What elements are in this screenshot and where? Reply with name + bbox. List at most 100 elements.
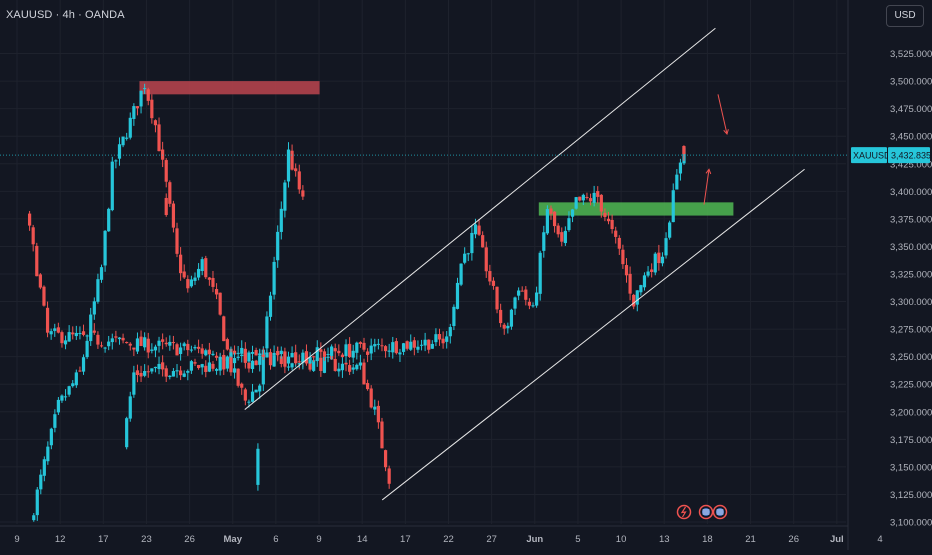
candle	[664, 238, 668, 256]
candle	[225, 339, 229, 350]
x-tick-label: 26	[184, 534, 195, 545]
candle	[200, 348, 204, 354]
candle	[186, 343, 190, 351]
currency-button[interactable]: USD	[886, 5, 924, 27]
candle	[63, 340, 68, 345]
candle	[315, 347, 319, 360]
candle	[534, 292, 539, 306]
candle	[92, 301, 96, 315]
candle	[319, 357, 323, 372]
candle	[74, 372, 78, 386]
candle	[286, 356, 291, 364]
candle	[146, 89, 150, 101]
candle	[103, 347, 107, 349]
candle	[308, 361, 312, 370]
candle	[128, 396, 132, 419]
x-tick-label: 17	[98, 534, 109, 545]
candle	[509, 309, 514, 327]
candle	[423, 339, 427, 346]
candle	[286, 149, 291, 182]
candle	[250, 391, 255, 402]
candle	[642, 275, 647, 288]
candle	[60, 332, 64, 344]
candle	[387, 350, 391, 352]
candle	[358, 362, 363, 366]
candle	[279, 208, 283, 232]
candle	[488, 271, 492, 282]
candle	[312, 356, 316, 358]
candle	[387, 468, 391, 484]
candle	[42, 286, 46, 306]
candle	[585, 196, 589, 198]
candle	[301, 190, 305, 197]
x-tick-label: 9	[14, 534, 19, 545]
candle	[524, 289, 528, 300]
x-tick-label: 10	[616, 534, 627, 545]
candle	[196, 346, 201, 349]
candle	[520, 290, 524, 292]
candle	[549, 208, 553, 214]
candle	[96, 334, 100, 345]
candle	[139, 90, 143, 107]
candle	[128, 343, 132, 346]
candle	[463, 253, 467, 263]
candle	[164, 342, 168, 345]
candle	[193, 277, 197, 281]
candle	[369, 345, 373, 354]
candle	[477, 225, 481, 235]
candle	[132, 106, 136, 119]
channel-upper-line	[244, 27, 716, 410]
candle	[660, 256, 665, 264]
candle	[373, 406, 377, 410]
support-zone	[538, 202, 734, 216]
candle	[538, 252, 542, 294]
candle	[125, 342, 129, 344]
candle	[175, 344, 179, 356]
candle	[193, 347, 197, 349]
candle	[161, 362, 165, 370]
symbol-title: XAUUSD · 4h · OANDA	[6, 9, 125, 21]
candle	[92, 330, 96, 333]
candle	[135, 370, 140, 376]
candle	[164, 197, 168, 215]
candle	[204, 365, 208, 372]
candle	[344, 344, 348, 357]
candle	[495, 286, 499, 310]
candle	[358, 342, 363, 344]
candle	[574, 197, 578, 209]
channel-lower-line	[381, 168, 805, 501]
candle	[168, 341, 172, 346]
candle	[39, 474, 43, 490]
candle	[99, 345, 104, 347]
candle	[143, 337, 147, 348]
candle	[308, 357, 312, 364]
candle	[99, 267, 104, 280]
x-tick-label: 4	[877, 534, 882, 545]
resistance-zone	[139, 81, 320, 95]
candle	[445, 336, 449, 342]
candle	[182, 271, 186, 278]
candle	[179, 370, 183, 376]
candle	[200, 364, 204, 368]
candle	[254, 360, 258, 366]
candle	[276, 353, 280, 356]
candle	[570, 209, 575, 217]
candle	[276, 231, 280, 261]
candle	[326, 353, 330, 355]
candle	[337, 350, 341, 354]
candle	[258, 385, 262, 392]
candle	[232, 368, 237, 373]
price-badge-symbol	[851, 147, 887, 164]
candle	[351, 350, 355, 358]
y-tick-label: 3,325.000	[890, 270, 932, 281]
candle	[599, 194, 603, 212]
candle	[430, 343, 434, 349]
x-tick-label: Jul	[830, 534, 844, 545]
candle	[632, 294, 636, 307]
candle	[117, 337, 122, 340]
candle	[96, 279, 100, 302]
candle	[175, 370, 179, 372]
us-flag-icon	[698, 504, 714, 520]
